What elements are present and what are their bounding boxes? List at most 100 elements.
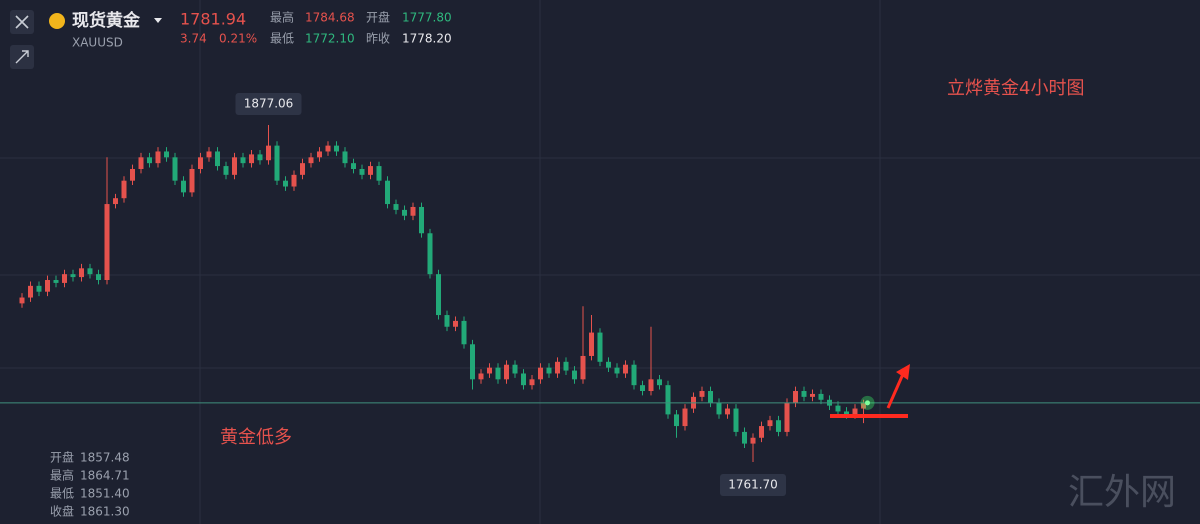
candle-body: [359, 168, 365, 175]
candle-body: [844, 411, 849, 415]
candle-body: [266, 145, 271, 161]
gold-icon: [49, 13, 65, 29]
price: 1781.94: [180, 10, 246, 29]
candle-body: [87, 268, 93, 275]
candle-body: [631, 364, 637, 386]
info-value: 1857.48: [80, 451, 130, 465]
candle-body: [512, 364, 518, 374]
candle-body: [682, 408, 688, 427]
candle-body: [648, 379, 654, 392]
last-price-dot: [865, 400, 870, 406]
candle-body: [206, 151, 212, 158]
change: 3.74: [180, 32, 207, 46]
candle-body: [325, 145, 331, 152]
info-label: 收盘: [50, 504, 74, 519]
candle-body: [147, 157, 152, 164]
shrink-icon: [15, 50, 29, 64]
candle-body: [487, 367, 492, 374]
candle-body: [436, 274, 441, 316]
stat-label: 最高: [270, 10, 294, 25]
candle-body: [529, 379, 535, 386]
extreme-label-box: [235, 93, 302, 115]
candle-body: [189, 168, 195, 193]
candle-body: [368, 166, 373, 175]
stat-label: 昨收: [366, 32, 390, 46]
candle-body: [70, 274, 76, 278]
candle-body: [708, 391, 713, 403]
info-label: 最低: [50, 487, 74, 501]
change-pct: 0.21%: [219, 32, 257, 46]
candle-body: [138, 157, 144, 169]
candle-body: [470, 344, 475, 380]
candle-body: [767, 420, 773, 427]
stat-value: 1772.10: [305, 32, 355, 46]
candle-body: [283, 180, 288, 187]
candle-body: [716, 402, 722, 415]
candle-body: [699, 391, 705, 397]
candle-body: [257, 154, 263, 161]
candle-body: [45, 280, 50, 292]
candle-body: [589, 332, 594, 356]
candle-body: [640, 385, 645, 392]
candle-body: [308, 157, 314, 164]
candle-body: [317, 151, 322, 158]
candle-body: [572, 370, 577, 380]
close-icon: [15, 15, 29, 29]
candle-body: [19, 297, 25, 304]
candle-body: [546, 367, 552, 374]
candle-body: [121, 180, 127, 199]
candle-body: [580, 355, 586, 380]
candle-body: [801, 391, 807, 397]
candle-body: [113, 198, 118, 205]
candle-body: [155, 151, 161, 164]
candle-body: [665, 385, 671, 415]
info-label: 最高: [50, 468, 74, 483]
chart-title: 立烨黄金4小时图: [947, 78, 1084, 99]
dropdown[interactable]: [154, 18, 162, 23]
candle-body: [232, 157, 237, 175]
candle-body: [240, 157, 246, 164]
candle-body: [453, 320, 458, 327]
candle-body: [104, 204, 110, 281]
candle-body: [291, 174, 297, 187]
candle-body: [742, 431, 747, 444]
candle-body: [521, 373, 526, 386]
stat-label: 开盘: [366, 10, 390, 25]
candle-body: [538, 367, 543, 380]
candle-body: [461, 320, 467, 345]
candle-body: [674, 414, 679, 427]
stat-value: 1778.20: [402, 32, 452, 46]
arrow-head: [896, 364, 910, 380]
candle-body: [402, 209, 407, 216]
info-value: 1851.40: [80, 487, 130, 501]
candle-body: [776, 420, 781, 432]
candle-body: [606, 361, 611, 368]
info-value: 1864.71: [80, 469, 130, 483]
candle-body: [563, 361, 569, 371]
candle-body: [793, 391, 798, 403]
candle-body: [215, 151, 220, 167]
candle-body: [198, 157, 203, 169]
candle-body: [181, 180, 186, 193]
candle-body: [478, 373, 484, 380]
candle-body: [419, 206, 424, 234]
candle-body: [79, 268, 84, 278]
candle-body: [725, 408, 730, 415]
candle-body: [334, 145, 339, 152]
stat-value: 1784.68: [305, 11, 355, 25]
candle-body: [130, 168, 135, 181]
candle-body: [852, 408, 858, 415]
candle-body: [861, 402, 866, 409]
symbol: XAUUSD: [72, 36, 123, 50]
candle-body: [223, 166, 229, 175]
candle-body: [614, 367, 620, 374]
stat-label: 最低: [270, 32, 294, 46]
candles: 1877.06 1761.70: [0, 93, 1200, 496]
candle-body: [444, 315, 450, 327]
candle-body: [351, 163, 356, 169]
candle-body: [623, 364, 628, 374]
candle-body: [274, 145, 280, 181]
candle-body: [750, 437, 756, 444]
candle-body: [28, 285, 33, 298]
